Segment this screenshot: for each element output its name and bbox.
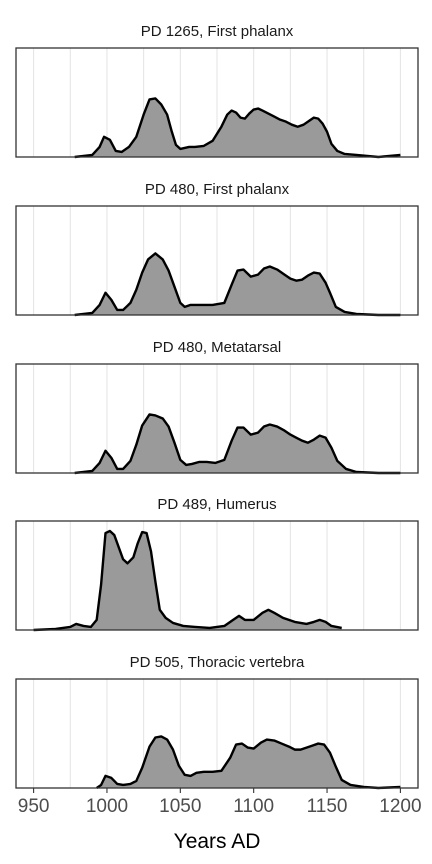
- panel-frame: [15, 47, 419, 158]
- panel-title: PD 480, Metatarsal: [153, 339, 281, 356]
- density-line: [74, 413, 401, 475]
- panel-2: PD 480, First phalanx: [15, 181, 419, 317]
- panel-frame: [15, 520, 419, 631]
- panel-3: PD 480, Metatarsal: [15, 339, 419, 475]
- panel-5: PD 505, Thoracic vertebra: [15, 654, 419, 790]
- x-axis-label: Years AD: [174, 830, 261, 853]
- x-tick-label: 1200: [379, 796, 421, 817]
- density-line: [74, 252, 401, 317]
- x-tick-label: 950: [18, 796, 50, 817]
- density-line: [96, 735, 401, 790]
- x-tick-label: 1150: [307, 796, 348, 817]
- panel-frame: [15, 205, 419, 316]
- x-tick-label: 1100: [233, 796, 274, 817]
- density-line: [74, 97, 401, 159]
- panels: PD 1265, First phalanx PD 480, First phal…: [15, 23, 419, 790]
- panel-title: PD 489, Humerus: [157, 496, 276, 513]
- density-area: [33, 531, 342, 630]
- panel-title: PD 505, Thoracic vertebra: [130, 654, 305, 671]
- panel-1: PD 1265, First phalanx: [15, 23, 419, 159]
- density-area: [74, 253, 401, 315]
- x-axis: 950 1000 1050 1100 1150 1200: [18, 788, 422, 817]
- x-tick-label: 1050: [159, 796, 201, 817]
- panel-4: PD 489, Humerus: [15, 496, 419, 632]
- x-tick-label: 1000: [86, 796, 128, 817]
- panel-title: PD 480, First phalanx: [145, 181, 290, 198]
- density-area: [96, 736, 401, 788]
- panel-frame: [15, 363, 419, 474]
- density-line: [33, 529, 342, 632]
- panel-frame: [15, 678, 419, 789]
- density-area: [74, 414, 401, 473]
- panel-title: PD 1265, First phalanx: [141, 23, 294, 40]
- density-area: [74, 98, 401, 157]
